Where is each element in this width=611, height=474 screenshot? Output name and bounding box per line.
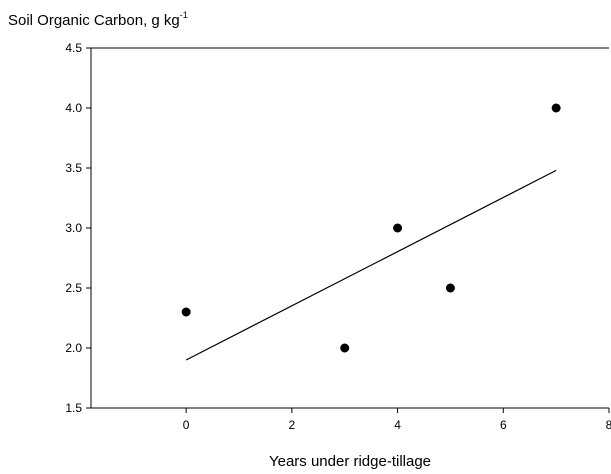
data-point-2 (393, 223, 403, 233)
y-tick-label-0: 1.5 (65, 401, 82, 415)
data-point-1 (340, 343, 350, 353)
x-tick-label-1: 2 (289, 418, 296, 432)
data-point-3 (445, 283, 455, 293)
x-tick-label-0: 0 (183, 418, 190, 432)
y-tick-label-6: 4.5 (65, 41, 82, 55)
x-tick-label-3: 6 (500, 418, 507, 432)
y-tick-label-2: 2.5 (65, 281, 82, 295)
y-axis-label: Soil Organic Carbon, g kg-1 (8, 10, 188, 29)
x-tick-label-2: 4 (394, 418, 401, 432)
data-marks (181, 103, 561, 361)
data-point-0 (181, 307, 191, 317)
x-tick-label-4: 8 (606, 418, 611, 432)
data-point-4 (551, 103, 561, 113)
regression-line (185, 169, 557, 361)
axes: 1.5 2.0 2.5 3.0 3.5 4.0 4.5 0 2 4 6 8 (65, 41, 611, 432)
y-tick-label-4: 3.5 (65, 161, 82, 175)
y-tick-label-3: 3.0 (65, 221, 82, 235)
y-tick-label-5: 4.0 (65, 101, 82, 115)
y-tick-label-1: 2.0 (65, 341, 82, 355)
x-axis-label: Years under ridge-tillage (268, 453, 432, 470)
